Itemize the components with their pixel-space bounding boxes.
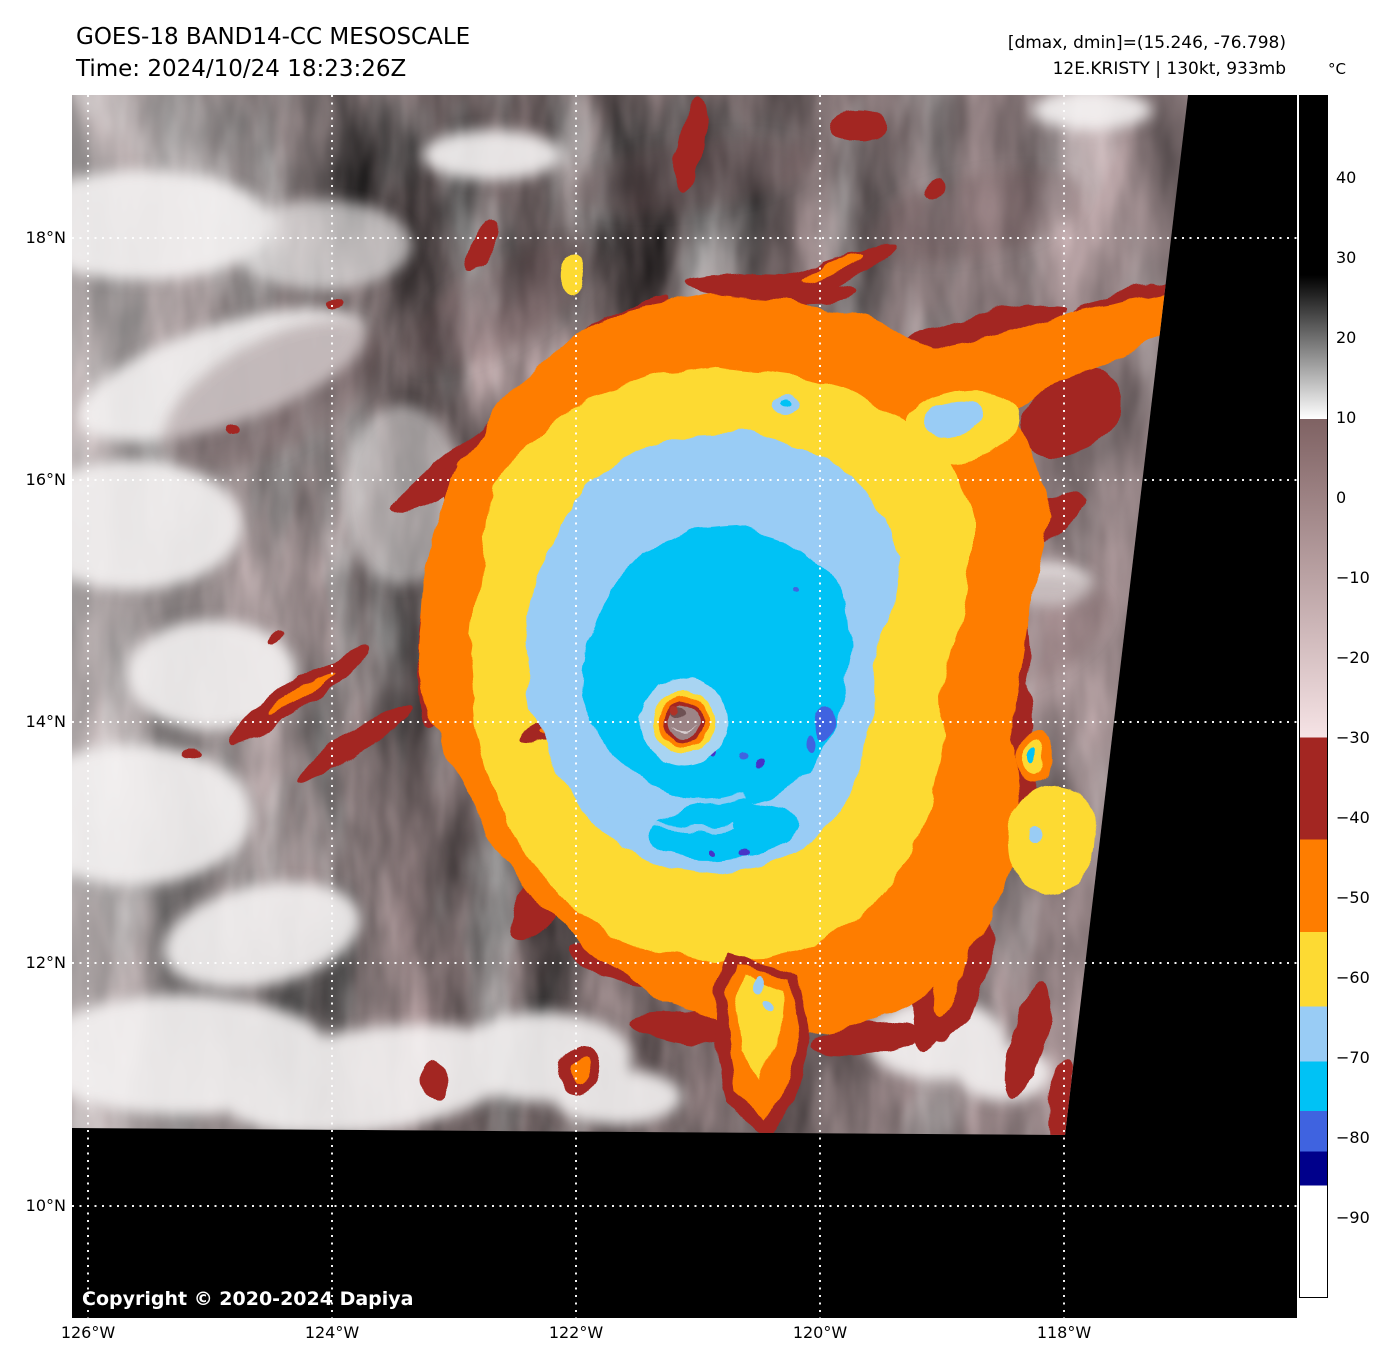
shear-streak bbox=[606, 806, 737, 832]
se-yellow-patch bbox=[1005, 785, 1099, 895]
map-plot: Copyright © 2020-2024 Dapiya bbox=[72, 95, 1297, 1318]
colorbar-tick-40: 40 bbox=[1336, 168, 1357, 187]
colorbar-tick-20: 20 bbox=[1336, 328, 1357, 347]
colorbar-tick-10: 10 bbox=[1336, 408, 1357, 427]
colorbar bbox=[1299, 95, 1328, 1298]
lat-label-10n: 10°N bbox=[25, 1196, 66, 1215]
cyan-hook bbox=[685, 538, 739, 622]
colorbar-tick-m80: −80 bbox=[1336, 1128, 1370, 1147]
colorbar-tick-m30: −30 bbox=[1336, 728, 1370, 747]
colorbar-gradient bbox=[1300, 96, 1327, 1297]
southern-cold-finger bbox=[714, 953, 812, 1135]
lon-label-118w: 118°W bbox=[1036, 1323, 1092, 1342]
colorbar-tick-m50: −50 bbox=[1336, 888, 1370, 907]
page-title: GOES-18 BAND14-CC MESOSCALE bbox=[76, 24, 471, 50]
lon-label-124w: 124°W bbox=[304, 1323, 360, 1342]
lon-label-122w: 122°W bbox=[548, 1323, 604, 1342]
colorbar-tick-m60: −60 bbox=[1336, 968, 1370, 987]
colorbar-tick-30: 30 bbox=[1336, 248, 1357, 267]
colorbar-tick-m20: −20 bbox=[1336, 648, 1370, 667]
shear-streak bbox=[618, 782, 749, 806]
hurricane-cloud-shield bbox=[181, 97, 1188, 1135]
dmax-dmin-readout: [dmax, dmin]=(15.246, -76.798) bbox=[1007, 33, 1286, 53]
nw-cyan-spot bbox=[778, 400, 790, 408]
storm-info: 12E.KRISTY | 130kt, 933mb bbox=[1052, 59, 1286, 79]
satellite-data-region bbox=[72, 95, 1188, 1135]
colorbar-tick-m40: −40 bbox=[1336, 808, 1370, 827]
lat-label-14n: 14°N bbox=[25, 712, 66, 731]
lon-label-126w: 126°W bbox=[60, 1323, 116, 1342]
lat-label-16n: 16°N bbox=[25, 470, 66, 489]
se-mini-overshoot bbox=[1015, 734, 1055, 782]
hurricane-eye bbox=[640, 678, 728, 766]
se-blue-sliver bbox=[1026, 827, 1038, 843]
satellite-image bbox=[72, 95, 1297, 1318]
timestamp: Time: 2024/10/24 18:23:26Z bbox=[76, 56, 407, 82]
graticule-gridlines bbox=[72, 95, 1297, 1318]
band-yellow-core bbox=[558, 255, 586, 295]
colorbar-tick-m90: −90 bbox=[1336, 1208, 1370, 1227]
lat-label-12n: 12°N bbox=[25, 953, 66, 972]
colorbar-tick-0: 0 bbox=[1336, 488, 1347, 507]
eye-swirl bbox=[671, 726, 698, 733]
copyright-text: Copyright © 2020-2024 Dapiya bbox=[82, 1288, 414, 1310]
lon-label-120w: 120°W bbox=[792, 1323, 848, 1342]
colorbar-tick-m70: −70 bbox=[1336, 1048, 1370, 1067]
colorbar-unit-label: °C bbox=[1328, 60, 1346, 78]
cyan-tail bbox=[649, 801, 799, 859]
lat-label-18n: 18°N bbox=[25, 228, 66, 247]
eye-warm-spot bbox=[670, 707, 678, 715]
colorbar-tick-m10: −10 bbox=[1336, 568, 1370, 587]
ne-blue-patch bbox=[920, 400, 984, 438]
